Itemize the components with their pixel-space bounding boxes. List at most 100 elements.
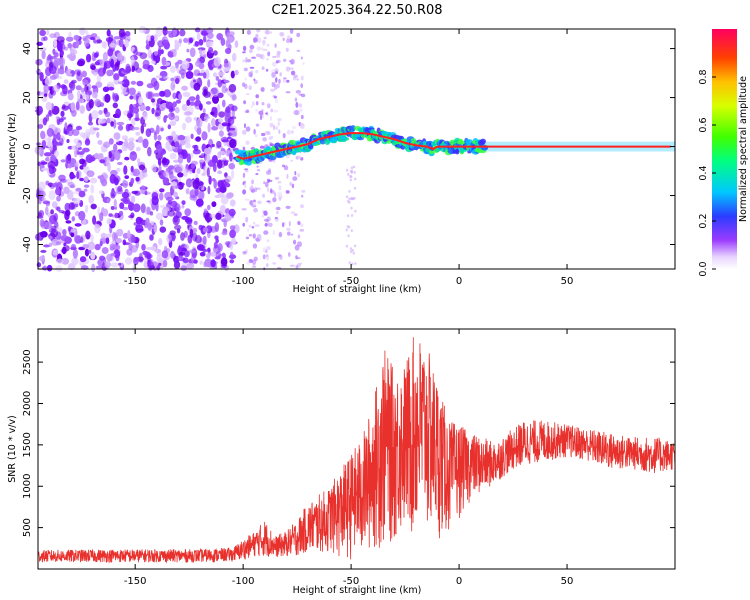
spectrogram-point xyxy=(173,191,178,198)
spectrogram-point xyxy=(73,191,80,195)
spectrogram-point xyxy=(85,230,91,240)
spectrogram-point xyxy=(63,101,70,105)
spectrogram-point xyxy=(203,148,211,155)
spectrogram-point xyxy=(109,243,116,249)
spectrogram-point xyxy=(229,127,236,131)
spectrogram-point xyxy=(302,62,305,65)
spectrogram-point xyxy=(211,143,215,148)
spectrogram-point xyxy=(175,77,180,85)
spectrogram-point xyxy=(213,179,217,189)
spectrogram-point xyxy=(36,105,43,115)
spectrogram-point xyxy=(229,152,233,162)
spectrogram-point xyxy=(60,235,69,242)
spectrogram-point xyxy=(123,75,128,81)
spectrogram-point xyxy=(40,249,47,253)
spectrogram-point xyxy=(109,174,117,184)
y-tick-label: -40 xyxy=(22,236,33,252)
spectrogram-point xyxy=(345,168,349,172)
spectrogram-point xyxy=(56,195,61,202)
spectrogram-point xyxy=(48,164,54,175)
spectrogram-point xyxy=(231,169,235,179)
spectrogram-point xyxy=(48,147,53,151)
spectrogram-point xyxy=(169,152,177,160)
spectrogram-point xyxy=(194,41,199,47)
spectrogram-point xyxy=(290,70,296,76)
spectrogram-point xyxy=(90,203,97,210)
spectrogram-point xyxy=(43,152,52,157)
spectrogram-point xyxy=(282,58,287,62)
spectrogram-point xyxy=(217,243,223,252)
spectrogram-point xyxy=(74,148,78,158)
spectrogram-point xyxy=(279,255,283,260)
spectrogram-point xyxy=(252,101,255,106)
spectrogram-point xyxy=(269,143,274,147)
spectrogram-point xyxy=(150,246,157,251)
spectrogram-point xyxy=(241,208,247,211)
spectrogram-point xyxy=(110,193,116,199)
x-tick-label: 50 xyxy=(561,276,574,287)
spectrogram-point xyxy=(116,121,125,126)
spectrogram-point xyxy=(53,52,59,58)
spectrogram-point xyxy=(66,36,74,42)
spectrogram-point xyxy=(103,141,111,148)
spectrogram-point xyxy=(182,122,187,131)
spectrogram-point xyxy=(196,127,202,135)
spectrogram-point xyxy=(212,95,219,104)
spectrogram-point xyxy=(211,201,217,208)
spectrogram-point xyxy=(158,262,162,267)
colorbar: 0.0 0.2 0.4 0.6 0.8 Normalized spectral ampl… xyxy=(698,29,749,277)
spectrogram-point xyxy=(127,141,135,151)
spectrogram-point xyxy=(48,242,53,247)
snr-y-ticks: 500 1000 1500 2000 2500 xyxy=(22,349,675,537)
spectrogram-point xyxy=(78,210,86,221)
spectrogram-point xyxy=(177,172,184,178)
spectrogram-point xyxy=(290,130,294,134)
spectrogram-point xyxy=(354,209,357,213)
spectrogram-point xyxy=(60,49,64,57)
spectrogram-point xyxy=(76,149,80,155)
spectrogram-point xyxy=(197,72,205,76)
spectrogram-point xyxy=(263,181,266,185)
spectrogram-point xyxy=(124,30,131,37)
spectrogram-point xyxy=(143,257,148,267)
x-tick-label: -100 xyxy=(232,276,255,287)
spectrogram-point xyxy=(258,110,264,116)
spectrogram-point xyxy=(48,235,53,240)
spectrogram-point xyxy=(74,162,79,167)
y-tick-label: -20 xyxy=(22,187,33,203)
spectrogram-point xyxy=(292,176,298,181)
spectrogram-point xyxy=(112,102,119,109)
spectrogram-point xyxy=(345,195,349,199)
spectrogram-point xyxy=(244,77,248,81)
spectrogram-point xyxy=(480,138,486,144)
spectrogram-point xyxy=(138,164,146,171)
spectrogram-point xyxy=(85,30,89,36)
spectrogram-point xyxy=(159,90,166,97)
spectrogram-point xyxy=(193,144,199,152)
spectrogram-point xyxy=(133,256,139,266)
spectrogram-point xyxy=(213,241,218,249)
spectrogram-point xyxy=(278,185,282,191)
y-tick-label: 1000 xyxy=(22,474,33,499)
spectrogram-point xyxy=(130,234,136,243)
spectrogram-point xyxy=(133,49,139,56)
spectrogram-point xyxy=(207,247,211,253)
spectrogram-point xyxy=(161,56,167,66)
spectrogram-point xyxy=(228,31,235,36)
spectrogram-point xyxy=(196,32,201,41)
spectrogram-point xyxy=(295,265,299,269)
spectrogram-point xyxy=(46,127,54,137)
spectrogram-point xyxy=(265,112,268,115)
spectrogram-point xyxy=(65,220,72,224)
spectrogram-point xyxy=(118,210,124,216)
spectrogram-point xyxy=(183,250,190,258)
spectrogram-point xyxy=(255,108,259,112)
spectrogram-point xyxy=(87,90,93,95)
spectrogram-point xyxy=(168,112,176,121)
spectrogram-point xyxy=(36,41,43,47)
spectrogram-point xyxy=(120,91,128,95)
spectrogram-point xyxy=(221,159,229,163)
spectrogram-x-ticks: -150 -100 -50 0 50 xyxy=(124,29,574,287)
spectrogram-point xyxy=(65,154,72,165)
spectrogram-point xyxy=(265,246,271,251)
